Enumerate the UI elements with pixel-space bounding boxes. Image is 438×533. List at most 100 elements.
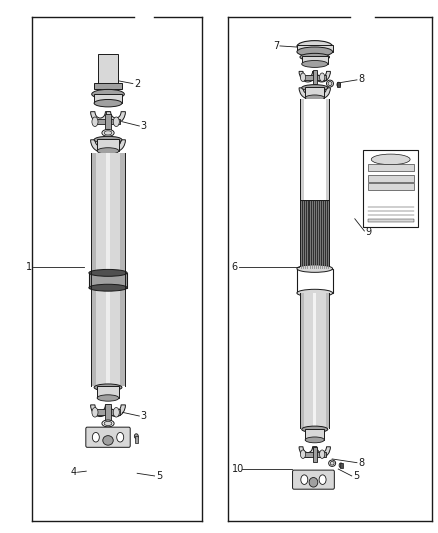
Ellipse shape [305,95,324,101]
Bar [305,87,324,98]
FancyBboxPatch shape [293,470,334,489]
Text: 3: 3 [141,411,147,421]
Bar [96,409,120,415]
Bar [106,114,111,130]
Ellipse shape [302,85,328,91]
Text: 4: 4 [71,467,77,477]
Text: 5: 5 [353,471,359,481]
Bar [313,70,317,84]
Bar [92,152,124,386]
Wedge shape [106,112,125,123]
Ellipse shape [371,154,410,165]
Ellipse shape [300,450,306,458]
Bar [305,429,324,440]
Ellipse shape [297,41,332,52]
FancyBboxPatch shape [86,427,130,447]
Ellipse shape [104,421,112,425]
Bar [368,219,413,222]
Wedge shape [106,140,125,151]
Bar [94,83,122,89]
Bar [297,269,332,293]
Ellipse shape [300,53,329,61]
Text: 6: 6 [231,262,237,271]
Ellipse shape [309,478,318,487]
Ellipse shape [94,136,122,143]
Bar [106,405,111,420]
Ellipse shape [92,432,99,442]
Bar [326,100,329,200]
Ellipse shape [92,117,98,126]
Bar [89,273,127,288]
Text: 9: 9 [366,227,372,237]
Bar [364,150,418,227]
Ellipse shape [320,73,325,82]
Ellipse shape [339,463,343,468]
Wedge shape [313,447,330,457]
Wedge shape [299,88,317,99]
Bar [300,100,329,200]
Ellipse shape [337,82,340,87]
Ellipse shape [301,475,308,484]
Wedge shape [106,405,125,417]
Bar [304,75,326,80]
Ellipse shape [113,117,119,126]
Text: 2: 2 [134,78,141,88]
Wedge shape [91,405,110,417]
Ellipse shape [102,420,114,427]
Text: 8: 8 [358,74,364,84]
Ellipse shape [302,426,328,432]
Ellipse shape [117,432,124,442]
Ellipse shape [103,435,113,445]
Ellipse shape [300,73,306,82]
Bar [94,94,122,103]
Ellipse shape [94,384,122,391]
Wedge shape [299,447,317,457]
Text: 5: 5 [156,471,162,481]
Wedge shape [299,71,317,82]
Bar [300,293,304,428]
Ellipse shape [104,131,112,135]
Text: 8: 8 [358,458,364,467]
Ellipse shape [89,284,127,291]
Text: 3: 3 [141,121,147,131]
Text: 1: 1 [26,262,32,271]
Ellipse shape [113,408,119,417]
Ellipse shape [328,460,336,466]
Wedge shape [91,112,110,123]
Ellipse shape [328,82,332,86]
Bar [304,451,326,457]
Bar [97,139,119,151]
Bar [92,152,95,386]
Bar [106,152,110,386]
Text: 7: 7 [273,41,279,51]
Bar [313,293,317,428]
Ellipse shape [92,90,124,99]
Bar [313,447,317,462]
Ellipse shape [92,408,98,417]
Ellipse shape [297,289,332,297]
Ellipse shape [297,265,332,272]
Bar [300,100,304,200]
Text: 10: 10 [232,464,244,474]
Wedge shape [313,71,330,82]
Ellipse shape [134,434,138,439]
Ellipse shape [326,80,333,87]
Wedge shape [313,88,330,99]
Bar [99,54,117,84]
Ellipse shape [330,462,334,465]
Bar [96,118,120,124]
Bar [300,200,329,269]
Ellipse shape [305,437,324,443]
Bar [97,386,119,398]
Wedge shape [91,140,110,151]
Ellipse shape [297,47,332,56]
Ellipse shape [94,100,122,107]
Ellipse shape [97,148,119,154]
Bar [368,164,413,171]
Ellipse shape [320,450,325,458]
Ellipse shape [89,269,127,276]
Bar [302,56,328,64]
Ellipse shape [97,395,119,401]
Bar [339,463,343,468]
Bar [120,152,124,386]
